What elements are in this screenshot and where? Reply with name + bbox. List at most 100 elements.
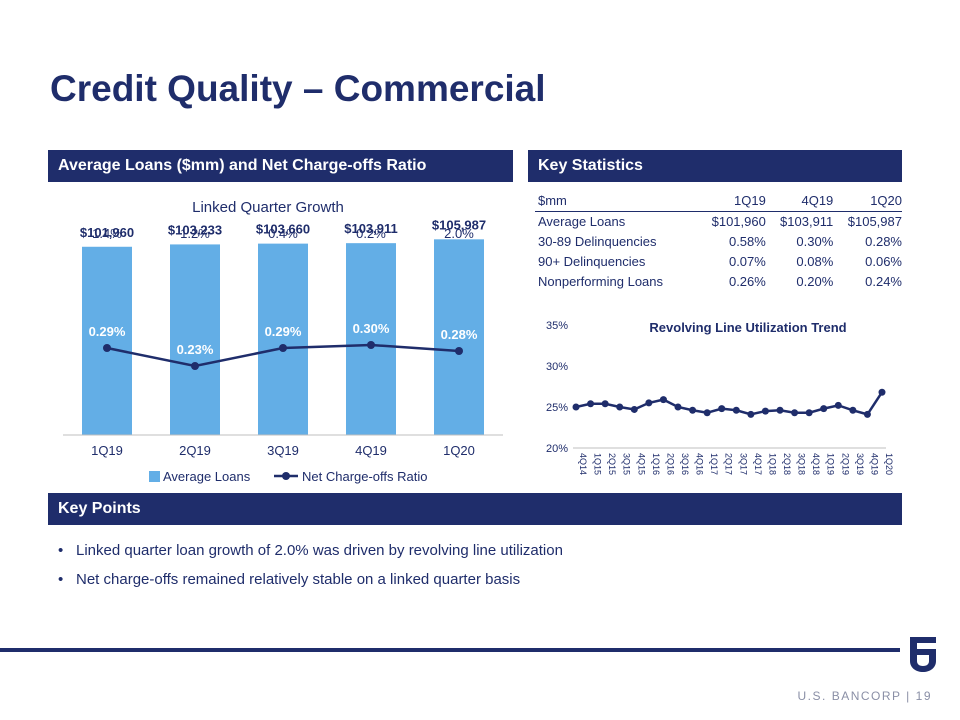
table-row: 90+ Delinquencies 0.07% 0.08% 0.06%	[535, 251, 902, 271]
bar-value-label: $103,660	[256, 222, 310, 237]
growth-label: 2.0%	[444, 226, 474, 241]
y-tick-label: 20%	[546, 443, 568, 455]
x-tick-label: 1Q19	[91, 443, 123, 458]
utilization-point	[572, 403, 580, 411]
page-number: 19	[915, 689, 932, 703]
bar-average-loans	[170, 244, 220, 435]
footer-divider	[0, 648, 900, 652]
utilization-point	[805, 409, 813, 417]
y-tick-label: 30%	[546, 361, 568, 373]
x-tick-label: 4Q17	[753, 453, 763, 475]
growth-label: 1.2%	[180, 226, 210, 241]
stats-cell: 0.24%	[865, 273, 902, 289]
x-tick-label: 3Q18	[797, 453, 807, 475]
table-row: Average Loans $101,960 $103,911 $105,987	[535, 211, 902, 231]
stats-header-cell: 4Q19	[765, 191, 834, 212]
y-tick-label: 25%	[546, 402, 568, 414]
bullet-text: Net charge-offs remained relatively stab…	[76, 571, 521, 588]
stats-cell: 0.20%	[796, 273, 834, 289]
x-tick-label: 3Q19	[267, 443, 299, 458]
x-tick-label: 1Q20	[443, 443, 475, 458]
x-tick-label: 2Q18	[782, 453, 792, 475]
legend-swatch-average-loans	[149, 471, 160, 482]
stats-cell: 0.28%	[865, 233, 902, 249]
nco-ratio-label: 0.28%	[441, 327, 478, 342]
x-tick-label: 4Q19	[869, 453, 879, 475]
footer-company: U.S. BANCORP	[797, 689, 902, 703]
x-tick-label: 2Q17	[724, 453, 734, 475]
us-bancorp-shield-logo	[910, 637, 936, 672]
utilization-trend-chart: 20% 25% 30% 35% Revolving Line Utilization T…	[546, 320, 894, 475]
stats-cell: 0.07%	[728, 253, 766, 269]
nco-ratio-label: 0.30%	[353, 321, 390, 336]
x-tick-label: 3Q19	[855, 453, 865, 475]
growth-label: 0.4%	[268, 226, 298, 241]
key-statistics-table: $mm 1Q19 4Q19 1Q20 Average Loans $101,96…	[535, 191, 902, 291]
utilization-line	[575, 391, 884, 416]
utilization-point	[718, 405, 726, 413]
utilization-point	[616, 403, 624, 411]
utilization-point	[674, 403, 682, 411]
utilization-point	[791, 409, 799, 417]
x-tick-label: 3Q15	[622, 453, 632, 475]
nco-ratio-point	[279, 344, 287, 352]
stats-cell: 30-89 Delinquencies	[538, 233, 657, 249]
bar-value-label: $101,960	[80, 225, 134, 240]
nco-ratio-point	[455, 347, 463, 355]
growth-label: 0.2%	[356, 226, 386, 241]
x-tick-label: 2Q15	[607, 453, 617, 475]
list-item: • Linked quarter loan growth of 2.0% was…	[58, 542, 563, 571]
nco-ratio-label: 0.29%	[265, 324, 302, 339]
legend-label: Average Loans	[163, 469, 251, 484]
stats-cell: Average Loans	[538, 213, 626, 229]
growth-label: 1.4%	[92, 226, 122, 241]
x-tick-label: 4Q19	[355, 443, 387, 458]
stats-cell: 0.26%	[728, 273, 766, 289]
stats-cell: 0.58%	[728, 233, 766, 249]
nco-ratio-label: 0.29%	[89, 324, 126, 339]
utilization-point	[849, 406, 857, 414]
nco-ratio-point	[191, 362, 199, 370]
section-header-key-statistics: Key Statistics	[528, 150, 902, 182]
stats-cell: $103,911	[780, 213, 834, 229]
x-tick-label: 2Q16	[665, 453, 675, 475]
utilization-point	[645, 399, 653, 407]
utilization-point	[878, 388, 886, 396]
stats-cell: 0.08%	[796, 253, 834, 269]
bar-average-loans	[346, 243, 396, 435]
key-points-list: • Linked quarter loan growth of 2.0% was…	[58, 542, 563, 600]
x-tick-label: 3Q16	[680, 453, 690, 475]
x-tick-label: 2Q19	[840, 453, 850, 475]
x-tick-label: 2Q19	[179, 443, 211, 458]
stats-cell: 0.30%	[796, 233, 834, 249]
utilization-point	[630, 405, 638, 413]
x-tick-label: 3Q17	[738, 453, 748, 475]
nco-ratio-label: 0.23%	[177, 342, 214, 357]
nco-ratio-point	[367, 341, 375, 349]
bullet-marker: •	[58, 542, 64, 559]
chart-title: Revolving Line Utilization Trend	[649, 320, 846, 335]
utilization-point	[732, 406, 740, 414]
footer: U.S. BANCORP | 19	[798, 689, 932, 703]
page-title: Credit Quality – Commercial	[50, 68, 546, 109]
bar-average-loans	[258, 243, 308, 435]
x-tick-label: 4Q16	[695, 453, 705, 475]
utilization-point	[689, 406, 697, 414]
list-item: • Net charge-offs remained relatively st…	[58, 571, 563, 600]
footer-separator: |	[906, 689, 911, 703]
x-tick-label: 1Q18	[767, 453, 777, 475]
legend-swatch-nco-marker	[282, 472, 290, 480]
section-header-key-points: Key Points	[48, 493, 902, 525]
stats-cell: Nonperforming Loans	[538, 273, 664, 289]
x-tick-label: 1Q17	[709, 453, 719, 475]
utilization-point	[703, 409, 711, 417]
table-row: 30-89 Delinquencies 0.58% 0.30% 0.28%	[535, 231, 902, 251]
utilization-point	[747, 410, 755, 418]
stats-header-cell: 1Q19	[697, 191, 766, 212]
nco-ratio-point	[103, 344, 111, 352]
stats-cell: $105,987	[847, 213, 902, 229]
x-tick-label: 4Q15	[636, 453, 646, 475]
chart-title: Linked Quarter Growth	[192, 199, 344, 216]
utilization-point	[820, 405, 828, 413]
x-tick-label: 4Q18	[811, 453, 821, 475]
